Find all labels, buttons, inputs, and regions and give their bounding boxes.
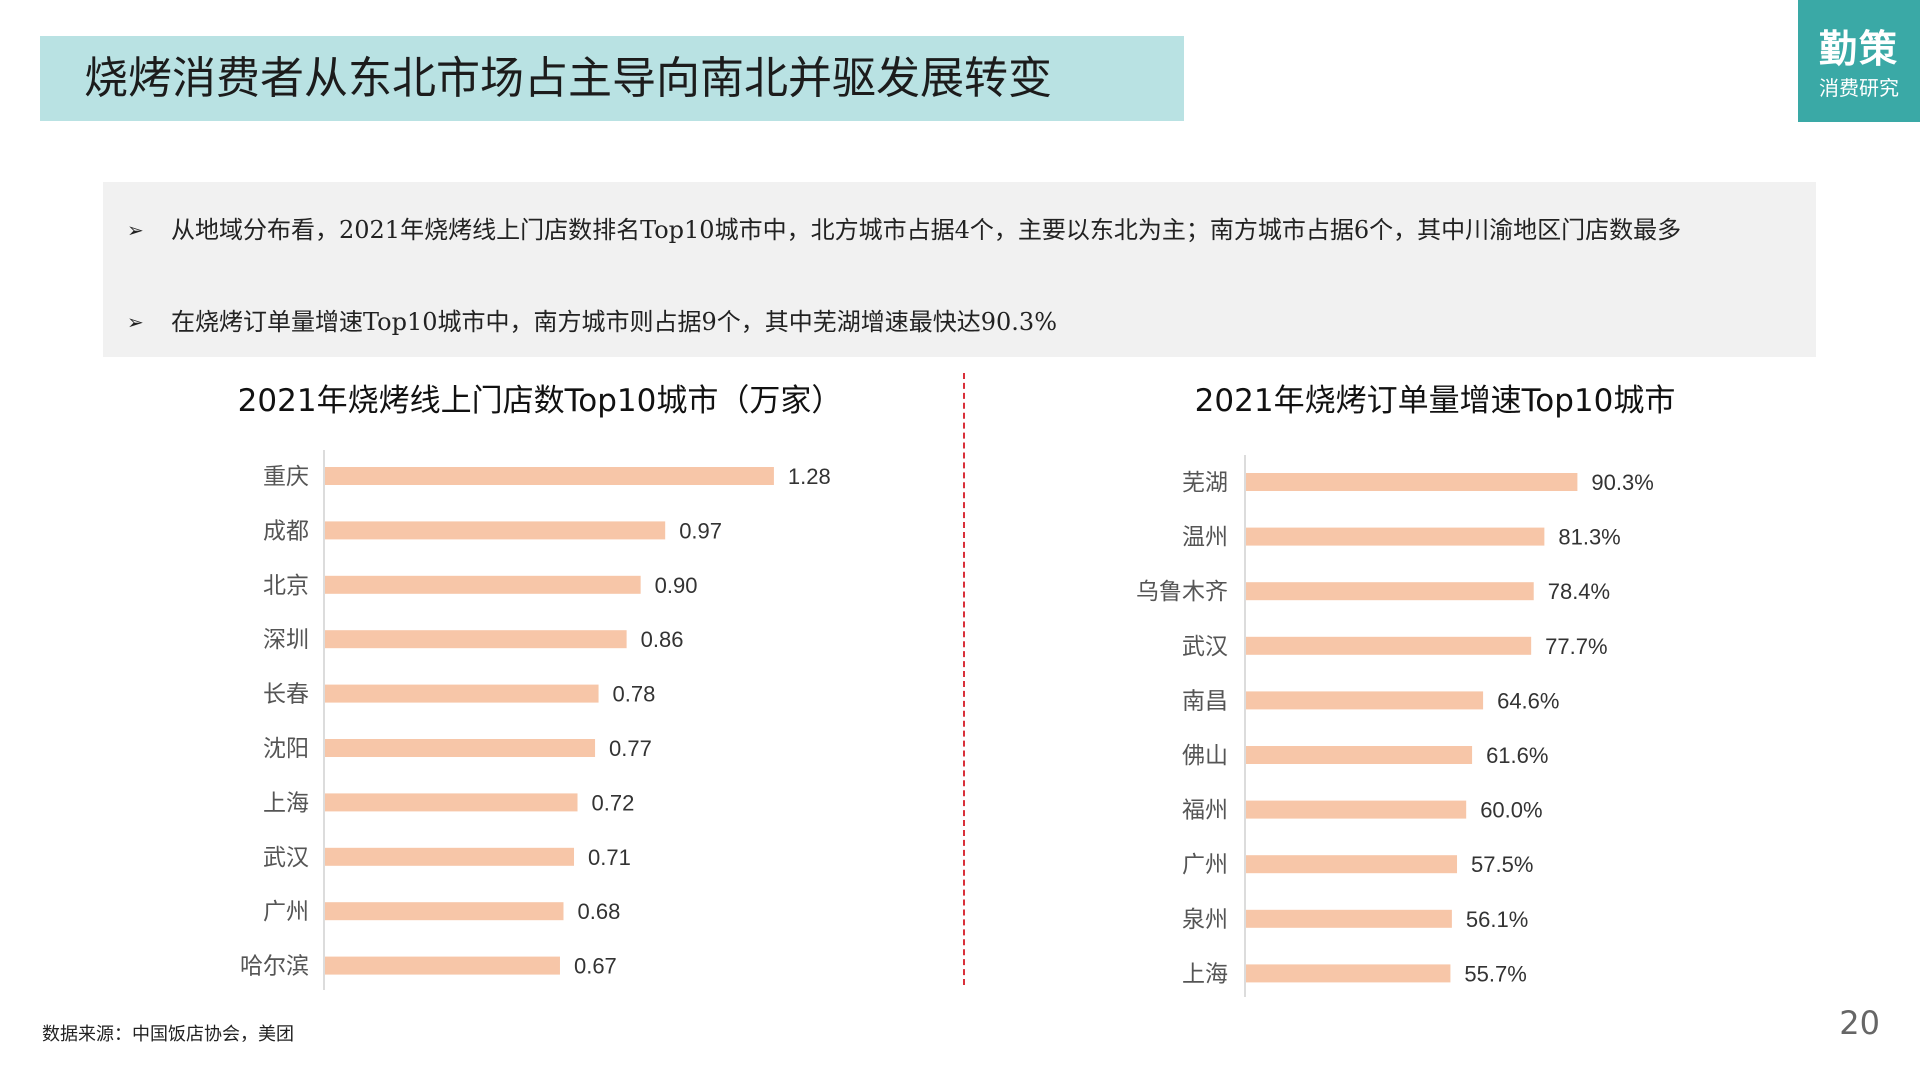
chart-divider xyxy=(963,373,965,985)
chart-title-stores: 2021年烧烤线上门店数Top10城市（万家） xyxy=(237,383,843,419)
data-label: 64.6% xyxy=(1497,688,1559,713)
bar xyxy=(325,630,627,649)
brand-logo: 勤策 消费研究 xyxy=(1798,0,1920,122)
bar xyxy=(1246,746,1473,764)
data-label: 90.3% xyxy=(1591,470,1653,495)
category-label: 长春 xyxy=(263,682,309,708)
data-label: 78.4% xyxy=(1548,579,1610,604)
bullet-arrow-icon: ➢ xyxy=(127,218,144,242)
page-title: 烧烤消费者从东北市场占主导向南北并驱发展转变 xyxy=(84,53,1052,104)
category-label: 上海 xyxy=(1182,961,1228,987)
bar xyxy=(325,467,774,485)
category-label: 深圳 xyxy=(263,627,309,653)
bar xyxy=(325,684,599,703)
bar xyxy=(325,847,575,866)
category-label: 哈尔滨 xyxy=(240,954,309,980)
data-label: 1.28 xyxy=(788,464,831,489)
category-label: 芜湖 xyxy=(1182,470,1228,496)
category-label: 北京 xyxy=(263,573,309,599)
data-label: 0.90 xyxy=(655,573,698,598)
data-label: 0.77 xyxy=(609,736,652,761)
data-label: 61.6% xyxy=(1486,743,1548,768)
data-label: 55.7% xyxy=(1464,961,1526,986)
page-number: 20 xyxy=(1839,1004,1880,1042)
bar xyxy=(325,902,564,921)
bar xyxy=(325,521,666,540)
category-label: 武汉 xyxy=(1182,634,1228,660)
data-label: 0.68 xyxy=(577,899,620,924)
data-label: 81.3% xyxy=(1558,525,1620,550)
data-label: 0.67 xyxy=(574,954,617,979)
category-label: 沈阳 xyxy=(263,736,309,762)
summary-text: 在烧烤订单量增速Top10城市中，南方城市则占据9个，其中芜湖增速最快达90.3… xyxy=(171,308,1058,336)
bar xyxy=(325,739,596,757)
data-source: 数据来源：中国饭店协会，美团 xyxy=(42,1024,294,1045)
data-label: 0.97 xyxy=(679,518,722,543)
data-label: 77.7% xyxy=(1545,634,1607,659)
title-banner: 烧烤消费者从东北市场占主导向南北并驱发展转变 xyxy=(40,36,1184,121)
data-label: 0.72 xyxy=(592,790,635,815)
brand-subtitle: 消费研究 xyxy=(1819,76,1899,100)
category-label: 武汉 xyxy=(263,845,309,871)
category-label: 南昌 xyxy=(1182,688,1228,714)
bar xyxy=(1246,855,1458,874)
category-label: 福州 xyxy=(1182,798,1228,824)
brand-name: 勤策 xyxy=(1818,27,1899,71)
bar xyxy=(325,575,641,594)
category-label: 泉州 xyxy=(1182,907,1228,933)
bar xyxy=(1246,909,1452,928)
data-label: 57.5% xyxy=(1471,852,1533,877)
data-label: 56.1% xyxy=(1466,907,1528,932)
bar xyxy=(325,956,560,975)
summary-text: 从地域分布看，2021年烧烤线上门店数排名Top10城市中，北方城市占据4个，主… xyxy=(171,216,1682,244)
category-label: 上海 xyxy=(263,790,309,816)
category-label: 佛山 xyxy=(1182,743,1228,769)
bar xyxy=(1246,473,1578,491)
category-label: 广州 xyxy=(263,899,309,925)
bar xyxy=(1246,800,1467,819)
category-label: 广州 xyxy=(1182,852,1228,878)
category-label: 重庆 xyxy=(263,464,309,490)
data-label: 60.0% xyxy=(1480,798,1542,823)
data-label: 0.71 xyxy=(588,845,631,870)
chart-title-growth: 2021年烧烤订单量增速Top10城市 xyxy=(1194,383,1676,419)
bar xyxy=(1246,636,1532,655)
bar xyxy=(1246,964,1451,983)
bullet-arrow-icon: ➢ xyxy=(127,310,144,334)
bar xyxy=(1246,582,1534,601)
data-label: 0.86 xyxy=(641,627,684,652)
category-label: 成都 xyxy=(263,518,309,544)
summary-box: ➢ 从地域分布看，2021年烧烤线上门店数排名Top10城市中，北方城市占据4个… xyxy=(103,182,1816,357)
bar xyxy=(1246,691,1484,710)
data-label: 0.78 xyxy=(613,682,656,707)
bar xyxy=(325,793,578,812)
category-label: 乌鲁木齐 xyxy=(1136,579,1228,605)
category-label: 温州 xyxy=(1182,525,1228,551)
bar xyxy=(1246,527,1545,546)
